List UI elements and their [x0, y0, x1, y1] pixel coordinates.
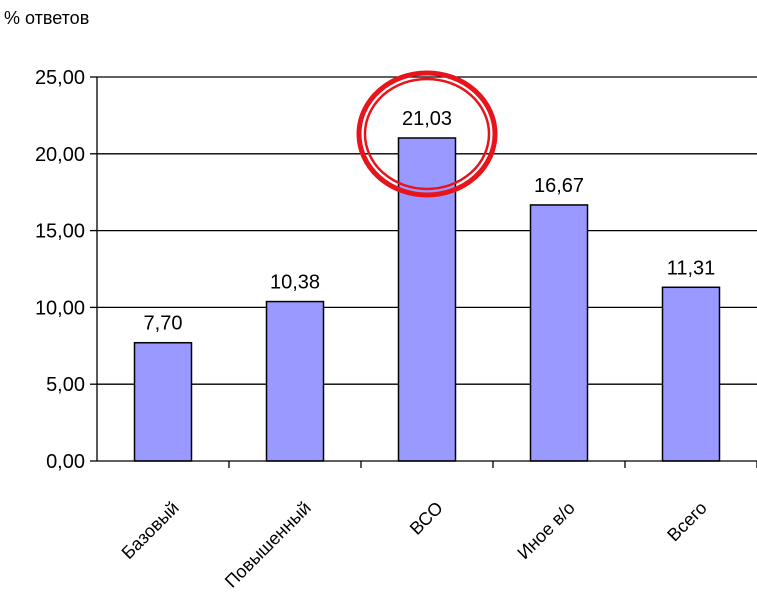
labels: 0,00 5,00 10,00 15,00 20,00 25,00 7,70 Базовый 1…	[35, 67, 715, 592]
bar-5	[661, 286, 721, 462]
value-label: 10,38	[270, 272, 320, 294]
bars	[133, 137, 721, 462]
y-tick-label: 25,00	[35, 67, 85, 89]
category-label: ВСО	[406, 498, 447, 539]
y-tick-label: 15,00	[35, 221, 85, 243]
value-label: 11,31	[667, 257, 716, 279]
y-axis-title: % ответов	[4, 8, 89, 28]
y-tick-label: 10,00	[35, 297, 85, 319]
bar-2	[265, 300, 325, 462]
category-label: Всего	[663, 498, 711, 546]
value-label: 21,03	[402, 108, 452, 130]
category-label: Иное в/о	[513, 498, 578, 563]
value-label: 16,67	[534, 175, 584, 197]
y-tick-label: 0,00	[46, 451, 85, 473]
y-tick-label: 20,00	[35, 144, 85, 166]
highlight-ring-outer	[356, 70, 498, 198]
category-label: Повышенный	[221, 498, 315, 592]
y-tick-label: 5,00	[46, 374, 85, 396]
category-label: Базовый	[118, 498, 183, 563]
axes	[90, 76, 757, 468]
highlight	[356, 70, 498, 198]
bar-4	[529, 204, 589, 462]
highlight-ring-inner	[363, 77, 491, 191]
bar-1	[133, 341, 193, 462]
value-label: 7,70	[144, 313, 183, 335]
